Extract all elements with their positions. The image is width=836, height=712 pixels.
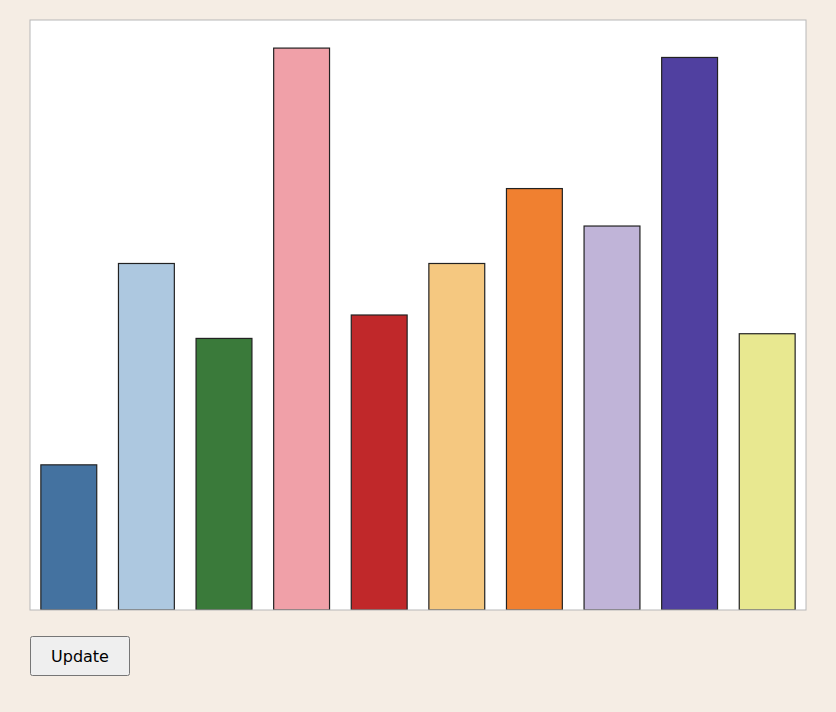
- bars: [41, 48, 795, 610]
- bar: [506, 189, 562, 610]
- plot-frame: [30, 20, 806, 610]
- bar: [662, 57, 718, 610]
- update-button[interactable]: Update: [30, 636, 130, 676]
- bar: [41, 465, 97, 610]
- bar: [351, 315, 407, 610]
- bar: [196, 338, 252, 610]
- plot-area: [30, 20, 806, 610]
- bar: [274, 48, 330, 610]
- bar: [118, 263, 174, 610]
- bar: [584, 226, 640, 610]
- bar: [739, 334, 795, 610]
- chart: [0, 0, 836, 712]
- bar: [429, 263, 485, 610]
